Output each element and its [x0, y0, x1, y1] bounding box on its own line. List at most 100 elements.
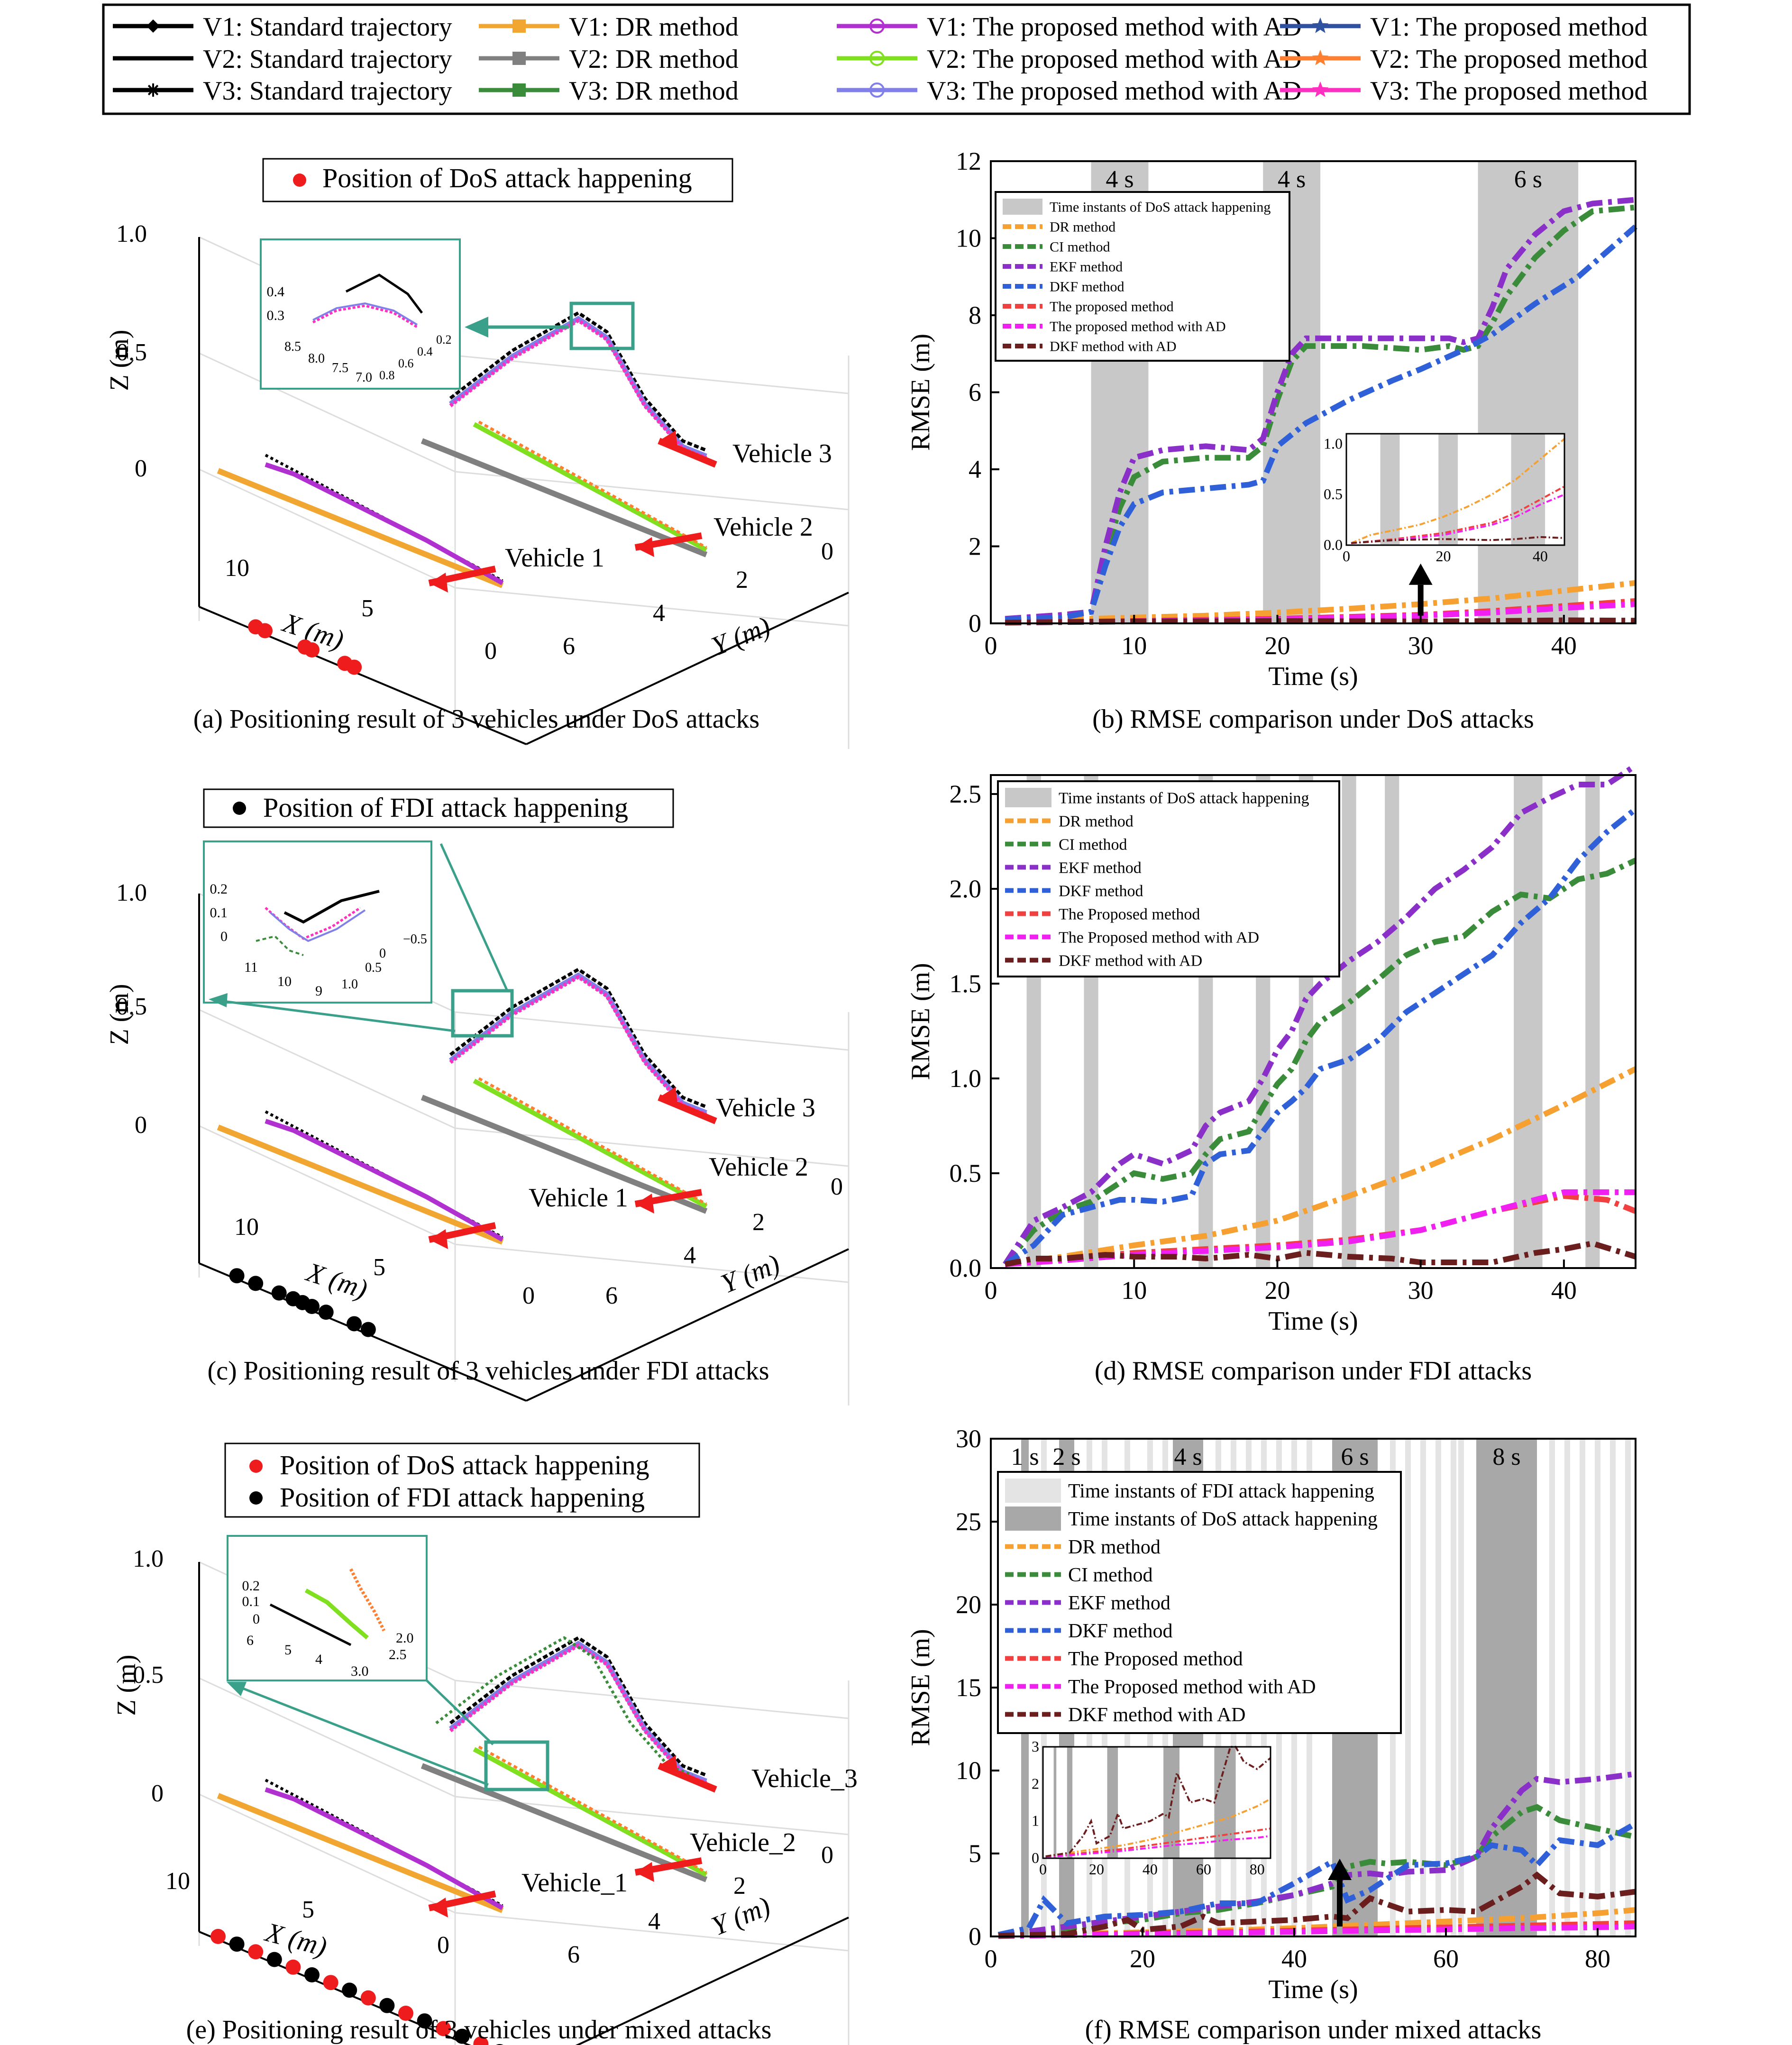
chart-caption: (f) RMSE comparison under mixed attacks — [1085, 2015, 1542, 2045]
dos-attack-band — [1342, 775, 1356, 1268]
red-arrow-head — [635, 537, 654, 557]
z-tick: 1.0 — [116, 879, 147, 906]
y-tick-label: 1.0 — [950, 1064, 982, 1093]
y-axis-label: RMSE (m) — [906, 963, 935, 1080]
gridline — [199, 1677, 456, 1798]
inset-y-tick: 2 — [1032, 1775, 1039, 1792]
panel-c-vehicle-labels: Vehicle 1 Vehicle 2 Vehicle 3 — [529, 1093, 815, 1213]
panel-a-x-ticks: 10 5 0 — [225, 555, 497, 665]
inset-x-tick: 8.5 — [284, 339, 301, 354]
y-tick: 4 — [648, 1908, 660, 1935]
attack-position-dot — [304, 1299, 320, 1314]
panel-e-z-ticks: 1.0 0.5 0 — [133, 1545, 164, 1807]
panel-c-z-ticks: 1.0 0.5 0 — [116, 879, 147, 1139]
inset-z-tick: 0.1 — [210, 905, 228, 921]
inset-ad-line — [312, 302, 418, 326]
y-tick-label: 6 — [969, 378, 981, 407]
inset-background — [1043, 1747, 1271, 1858]
band-duration-label: 4 s — [1174, 1443, 1202, 1470]
x-tick: 10 — [225, 555, 249, 582]
chart-d-rmse-fdi: 0 10 20 30 40 0.0 0.5 1.0 1.5 2.0 2.5 Time (s) RMSE … — [906, 763, 1637, 1386]
attack-position-dot — [379, 1998, 395, 2013]
legend-entry-label: The proposed method with AD — [1050, 319, 1226, 335]
attack-position-dot — [347, 659, 362, 675]
legend-item-label: V1: Standard trajectory — [203, 12, 452, 42]
inset-dos-band — [1438, 434, 1458, 545]
gridline — [199, 468, 456, 589]
legend-swatch-marker — [869, 18, 885, 34]
x-axis-label: Time (s) — [1268, 662, 1358, 691]
inset-x-tick: 8.0 — [308, 351, 325, 366]
series-line — [1005, 1066, 1637, 1267]
red-arrow-head — [429, 1898, 448, 1917]
y-tick-label: 2 — [969, 532, 981, 561]
inset-x-tick: 4 — [315, 1652, 322, 1667]
inset-series-line — [1045, 1798, 1271, 1858]
fdi-attack-band — [1625, 1439, 1631, 1936]
v1-ad-trajectory — [265, 1787, 504, 1910]
attack-position-dot — [454, 2028, 470, 2044]
series-line — [1003, 807, 1637, 1267]
chart-legend: Time instants of DoS attack happening DR … — [995, 191, 1290, 362]
legend-item: V2: The proposed method with AD — [837, 45, 1302, 74]
panel-e-zoom-arrowhead — [227, 1682, 247, 1696]
panel-c-zlabel: Z (m) — [105, 984, 134, 1045]
legend-band-swatch — [1005, 788, 1051, 807]
v1-ad-trajectory — [265, 462, 504, 585]
dos-dot-marker — [249, 1460, 263, 1473]
plot-frame — [990, 774, 1637, 1269]
panel-e-caption: (e) Positioning result of 3 vehicles und… — [186, 2015, 772, 2045]
y-tick: 6 — [567, 1941, 580, 1968]
panel-a-vehicle-labels: Vehicle 1 Vehicle 2 Vehicle 3 — [505, 439, 832, 573]
panel-a-zoom-box — [569, 301, 635, 350]
v3-proposed-trajectory — [449, 318, 707, 460]
vehicle-label: Vehicle 2 — [709, 1152, 808, 1182]
y-tick: 4 — [684, 1242, 696, 1269]
legend-swatch-marker — [512, 83, 526, 97]
z-tick: 1.0 — [133, 1545, 164, 1572]
inset-z-tick: 0.1 — [242, 1594, 260, 1609]
gridline — [199, 352, 456, 473]
y-tick-label: 25 — [956, 1507, 981, 1536]
v1-ad-trajectory — [265, 1119, 504, 1242]
red-arrow-head — [429, 1229, 448, 1249]
panel-c-legend-label: Position of FDI attack happening — [263, 792, 628, 823]
vehicle-label: Vehicle_1 — [521, 1868, 628, 1898]
legend-entry-label: The Proposed method — [1059, 905, 1200, 923]
panel-a-z-ticks: 1.0 0.5 0 — [116, 220, 147, 482]
gridline — [455, 355, 849, 394]
inset-dos-band — [1067, 1747, 1073, 1858]
inset-series-line — [1045, 1746, 1271, 1858]
panel-c-zoom-box — [451, 989, 514, 1038]
y-tick: 4 — [653, 600, 665, 627]
series-line — [1005, 224, 1637, 622]
dos-dot-marker — [293, 173, 306, 187]
inset-dos-band — [1511, 434, 1545, 545]
attack-position-dot — [248, 1276, 264, 1291]
legend-entry-label: Time instants of DoS attack happening — [1050, 200, 1271, 215]
inset-dos-band — [1380, 434, 1400, 545]
series-line — [1003, 858, 1637, 1266]
inset-y-tick: 0.0 — [1324, 536, 1343, 553]
v2-dr-trajectory — [421, 1763, 708, 1882]
inset-x-tick: 20 — [1089, 1861, 1104, 1878]
legend-entry-label: The Proposed method — [1068, 1648, 1243, 1670]
panel-e-3d: Position of DoS attack happening Positio… — [112, 1442, 858, 2045]
legend-item: V3: Standard trajectory — [113, 76, 452, 106]
legend-entry-label: Time instants of DoS attack happening — [1068, 1508, 1378, 1530]
inset-dos-band — [1107, 1747, 1118, 1858]
legend-entry-label: EKF method — [1059, 859, 1142, 876]
fdi-attack-band — [1610, 1439, 1616, 1936]
legend-swatch-marker — [146, 19, 160, 33]
panel-e-trajectories — [210, 1635, 717, 2045]
legend-entry-label: DR method — [1068, 1536, 1161, 1558]
attack-position-dot — [271, 1285, 287, 1301]
y-axis-label: RMSE (m) — [906, 1629, 935, 1746]
y-tick: 0 — [821, 538, 833, 565]
inset-y-tick: 0.2 — [436, 333, 452, 347]
fdi-attack-band — [1580, 1439, 1585, 1936]
inset-dr-line — [256, 935, 304, 956]
chart-legend: Time instants of FDI attack happening Tim… — [997, 1471, 1402, 1734]
legend-entry-label: CI method — [1050, 239, 1110, 255]
